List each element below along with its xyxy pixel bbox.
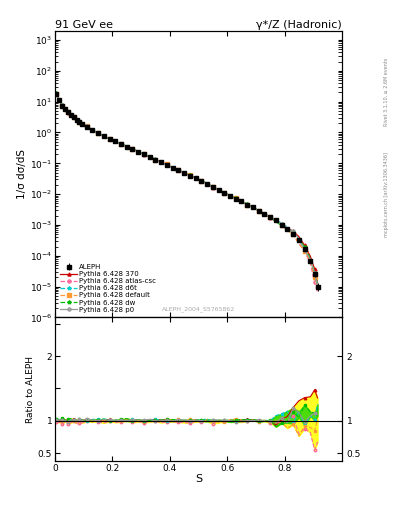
Pythia 6.428 dw [315,283,320,289]
Pythia 6.428 atlas-csc [297,240,301,246]
Pythia 6.428 atlas-csc [130,146,135,153]
Pythia 6.428 d6t [297,236,301,242]
Line: Pythia 6.428 d6t: Pythia 6.428 d6t [55,92,320,286]
Pythia 6.428 370 [297,233,301,240]
Pythia 6.428 default [165,161,169,167]
Pythia 6.428 d6t [165,162,169,168]
Pythia 6.428 p0 [297,236,301,242]
X-axis label: S: S [195,474,202,484]
Pythia 6.428 370 [54,90,59,96]
Pythia 6.428 p0 [165,162,169,168]
Pythia 6.428 atlas-csc [66,110,70,116]
Pythia 6.428 atlas-csc [165,162,169,168]
Pythia 6.428 dw [54,91,59,97]
Pythia 6.428 dw [216,186,221,193]
Pythia 6.428 d6t [130,146,135,152]
Pythia 6.428 default [130,146,135,152]
Pythia 6.428 370 [315,280,320,286]
Y-axis label: 1/σ dσ/dS: 1/σ dσ/dS [17,149,27,199]
Pythia 6.428 d6t [54,90,59,96]
Pythia 6.428 p0 [315,282,320,288]
Pythia 6.428 p0 [66,109,70,115]
Y-axis label: Ratio to ALEPH: Ratio to ALEPH [26,356,35,422]
Pythia 6.428 370 [66,109,70,115]
Pythia 6.428 370 [216,187,221,193]
Pythia 6.428 atlas-csc [205,180,209,186]
Line: Pythia 6.428 370: Pythia 6.428 370 [55,92,319,284]
Pythia 6.428 atlas-csc [315,289,320,295]
Line: Pythia 6.428 atlas-csc: Pythia 6.428 atlas-csc [55,93,319,293]
Pythia 6.428 default [297,241,301,247]
Legend: ALEPH, Pythia 6.428 370, Pythia 6.428 atlas-csc, Pythia 6.428 d6t, Pythia 6.428 : ALEPH, Pythia 6.428 370, Pythia 6.428 at… [59,263,158,314]
Pythia 6.428 dw [297,237,301,243]
Pythia 6.428 atlas-csc [54,91,59,97]
Pythia 6.428 atlas-csc [216,187,221,193]
Text: Rivet 3.1.10, ≥ 2.6M events: Rivet 3.1.10, ≥ 2.6M events [384,58,389,126]
Pythia 6.428 d6t [216,186,221,193]
Pythia 6.428 d6t [66,109,70,115]
Pythia 6.428 370 [130,146,135,152]
Pythia 6.428 370 [205,181,209,187]
Pythia 6.428 default [66,109,70,115]
Line: Pythia 6.428 default: Pythia 6.428 default [55,92,319,288]
Pythia 6.428 d6t [205,180,209,186]
Text: γ*/Z (Hadronic): γ*/Z (Hadronic) [256,20,342,30]
Pythia 6.428 d6t [315,281,320,287]
Pythia 6.428 dw [205,180,209,186]
Line: Pythia 6.428 p0: Pythia 6.428 p0 [55,92,319,287]
Pythia 6.428 dw [165,161,169,167]
Text: 91 GeV ee: 91 GeV ee [55,20,113,30]
Pythia 6.428 p0 [216,186,221,193]
Pythia 6.428 p0 [130,146,135,152]
Pythia 6.428 p0 [205,181,209,187]
Pythia 6.428 default [216,187,221,193]
Pythia 6.428 370 [165,162,169,168]
Pythia 6.428 default [205,180,209,186]
Line: Pythia 6.428 dw: Pythia 6.428 dw [55,92,320,288]
Pythia 6.428 default [54,91,59,97]
Text: ALEPH_2004_S5765862: ALEPH_2004_S5765862 [162,306,235,312]
Pythia 6.428 default [315,283,320,289]
Pythia 6.428 dw [66,109,70,115]
Pythia 6.428 p0 [54,91,59,97]
Pythia 6.428 dw [130,146,135,152]
Text: mcplots.cern.ch [arXiv:1306.3436]: mcplots.cern.ch [arXiv:1306.3436] [384,152,389,237]
